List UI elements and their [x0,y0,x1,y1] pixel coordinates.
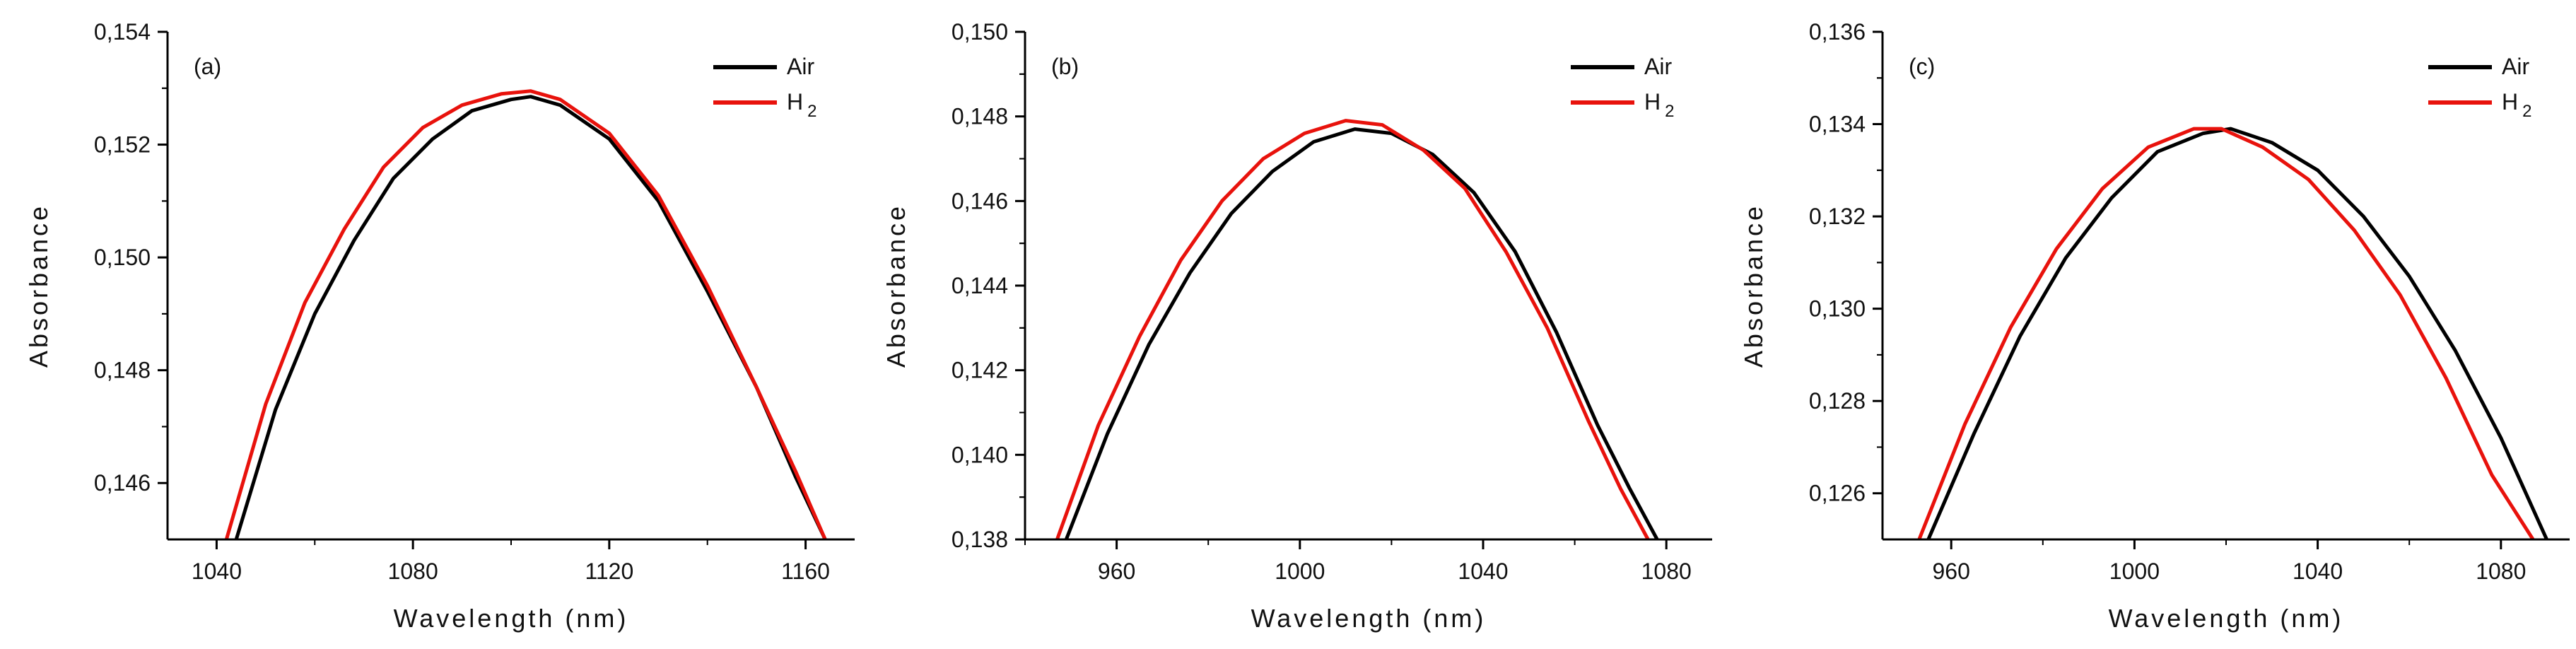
series-line-h2 [1917,127,2535,539]
panel-label: (a) [194,54,221,79]
x-tick-label: 1080 [2476,559,2526,584]
x-axis-title: Wavelength (nm) [1251,604,1487,633]
y-tick-label: 0,130 [1809,296,1866,322]
legend-label: Air [2502,54,2529,79]
panel-b: 960 1000 1040 1080 0,138 0,140 0,142 0,144 0,146… [882,19,1712,633]
x-tick-label: 1120 [585,559,633,584]
x-tick-label: 960 [1098,559,1135,584]
y-tick-label: 0,148 [952,104,1008,129]
x-tick-label: 1160 [781,559,830,584]
panel-c: 960 1000 1040 1080 0,126 0,128 0,130 0,132 0,134… [1739,19,2570,633]
y-tick-label: 0,154 [94,19,151,45]
panel-label: (c) [1909,54,1935,79]
y-tick-label: 0,148 [94,358,151,383]
x-tick-label: 1000 [2109,559,2160,584]
y-tick-label: 0,138 [952,527,1008,552]
y-tick-label: 0,150 [952,19,1008,45]
y-axis-title: Absorbance [882,204,911,368]
panel-a: 1040 1080 1120 1160 0,146 0,148 0,150 0,152 0,15… [24,19,855,633]
y-tick-label: 0,150 [94,245,151,270]
legend-subscript: 2 [2522,102,2531,121]
x-tick-label: 960 [1933,559,1970,584]
series-line-air [1926,127,2548,539]
y-tick-label: 0,126 [1809,481,1866,506]
legend-label: Air [787,54,814,79]
y-tick-label: 0,146 [952,188,1008,214]
y-tick-label: 0,140 [952,442,1008,467]
y-tick-label: 0,142 [952,358,1008,383]
legend-label: Air [1644,54,1672,79]
x-axis-title: Wavelength (nm) [2109,604,2344,633]
y-axis-title: Absorbance [24,204,53,368]
series-line-air [1064,127,1659,539]
x-tick-label: 1040 [192,559,242,584]
y-tick-label: 0,136 [1809,19,1866,45]
y-axis-title: Absorbance [1739,204,1768,368]
y-tick-label: 0,152 [94,132,151,158]
x-tick-label: 1040 [1458,559,1508,584]
x-tick-label: 1080 [388,559,438,584]
legend-subscript: 2 [807,102,816,121]
y-tick-label: 0,146 [94,470,151,496]
y-tick-label: 0,144 [952,273,1008,298]
panel-label: (b) [1051,54,1079,79]
series-line-h2 [1055,119,1650,539]
x-tick-label: 1080 [1641,559,1692,584]
x-axis-title: Wavelength (nm) [394,604,629,633]
legend-subscript: 2 [1665,102,1674,121]
x-tick-label: 1040 [2293,559,2343,584]
y-tick-label: 0,128 [1809,388,1866,414]
series-line-air [234,95,827,539]
y-tick-label: 0,132 [1809,204,1866,229]
series-line-h2 [224,89,827,539]
y-tick-label: 0,134 [1809,112,1866,137]
x-tick-label: 1000 [1275,559,1325,584]
